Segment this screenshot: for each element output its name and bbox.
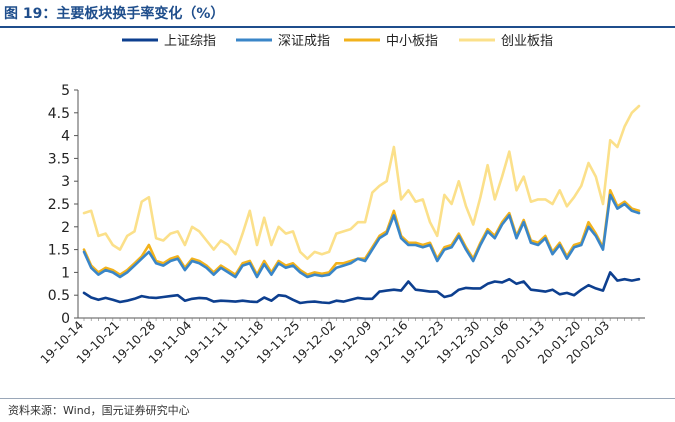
chart-title: 图 19：主要板块换手率变化（%）	[4, 6, 225, 22]
source-note: 资料来源：Wind，国元证券研究中心	[8, 404, 190, 417]
y-axis: 0 0.5 1 1.5 2 2.5 3 3.5 4 4.5 5	[48, 83, 79, 327]
legend-label: 创业板指	[501, 34, 553, 49]
x-axis: 19-10-1419-10-2119-10-2819-11-0419-11-11…	[38, 317, 645, 367]
plot-lines	[82, 104, 641, 305]
series-line	[82, 104, 641, 260]
legend-item: 中小板指	[344, 34, 438, 49]
legend-label: 中小板指	[386, 34, 438, 49]
legend-item: 上证综指	[122, 34, 216, 49]
y-tick-label: 4.5	[48, 106, 70, 122]
y-tick-label: 5	[61, 83, 70, 99]
legend-item: 创业板指	[459, 34, 553, 49]
y-tick-label: 3.5	[48, 151, 70, 167]
y-tick-label: 0	[61, 311, 70, 327]
line-chart: 上证综指 深证成指 中小板指 创业板指 0 0.5 1 1.5 2 2.5 3 3.5 4 4.5 5 1…	[38, 34, 645, 367]
y-tick-label: 2	[61, 220, 70, 236]
legend-item: 深证成指	[236, 34, 330, 49]
y-tick-label: 1.5	[48, 243, 70, 259]
y-tick-label: 2.5	[48, 197, 70, 213]
y-tick-label: 3	[61, 174, 70, 190]
legend-label: 上证综指	[164, 34, 216, 49]
series-line	[82, 193, 641, 279]
legend-label: 深证成指	[278, 34, 330, 49]
y-tick-label: 0.5	[48, 288, 70, 304]
legend: 上证综指 深证成指 中小板指 创业板指	[122, 34, 553, 49]
title-bar: 图 19：主要板块换手率变化（%）	[0, 0, 675, 28]
series-line	[82, 271, 641, 305]
bottom-divider	[0, 398, 675, 399]
y-tick-label: 1	[61, 265, 70, 281]
y-tick-label: 4	[61, 129, 70, 145]
